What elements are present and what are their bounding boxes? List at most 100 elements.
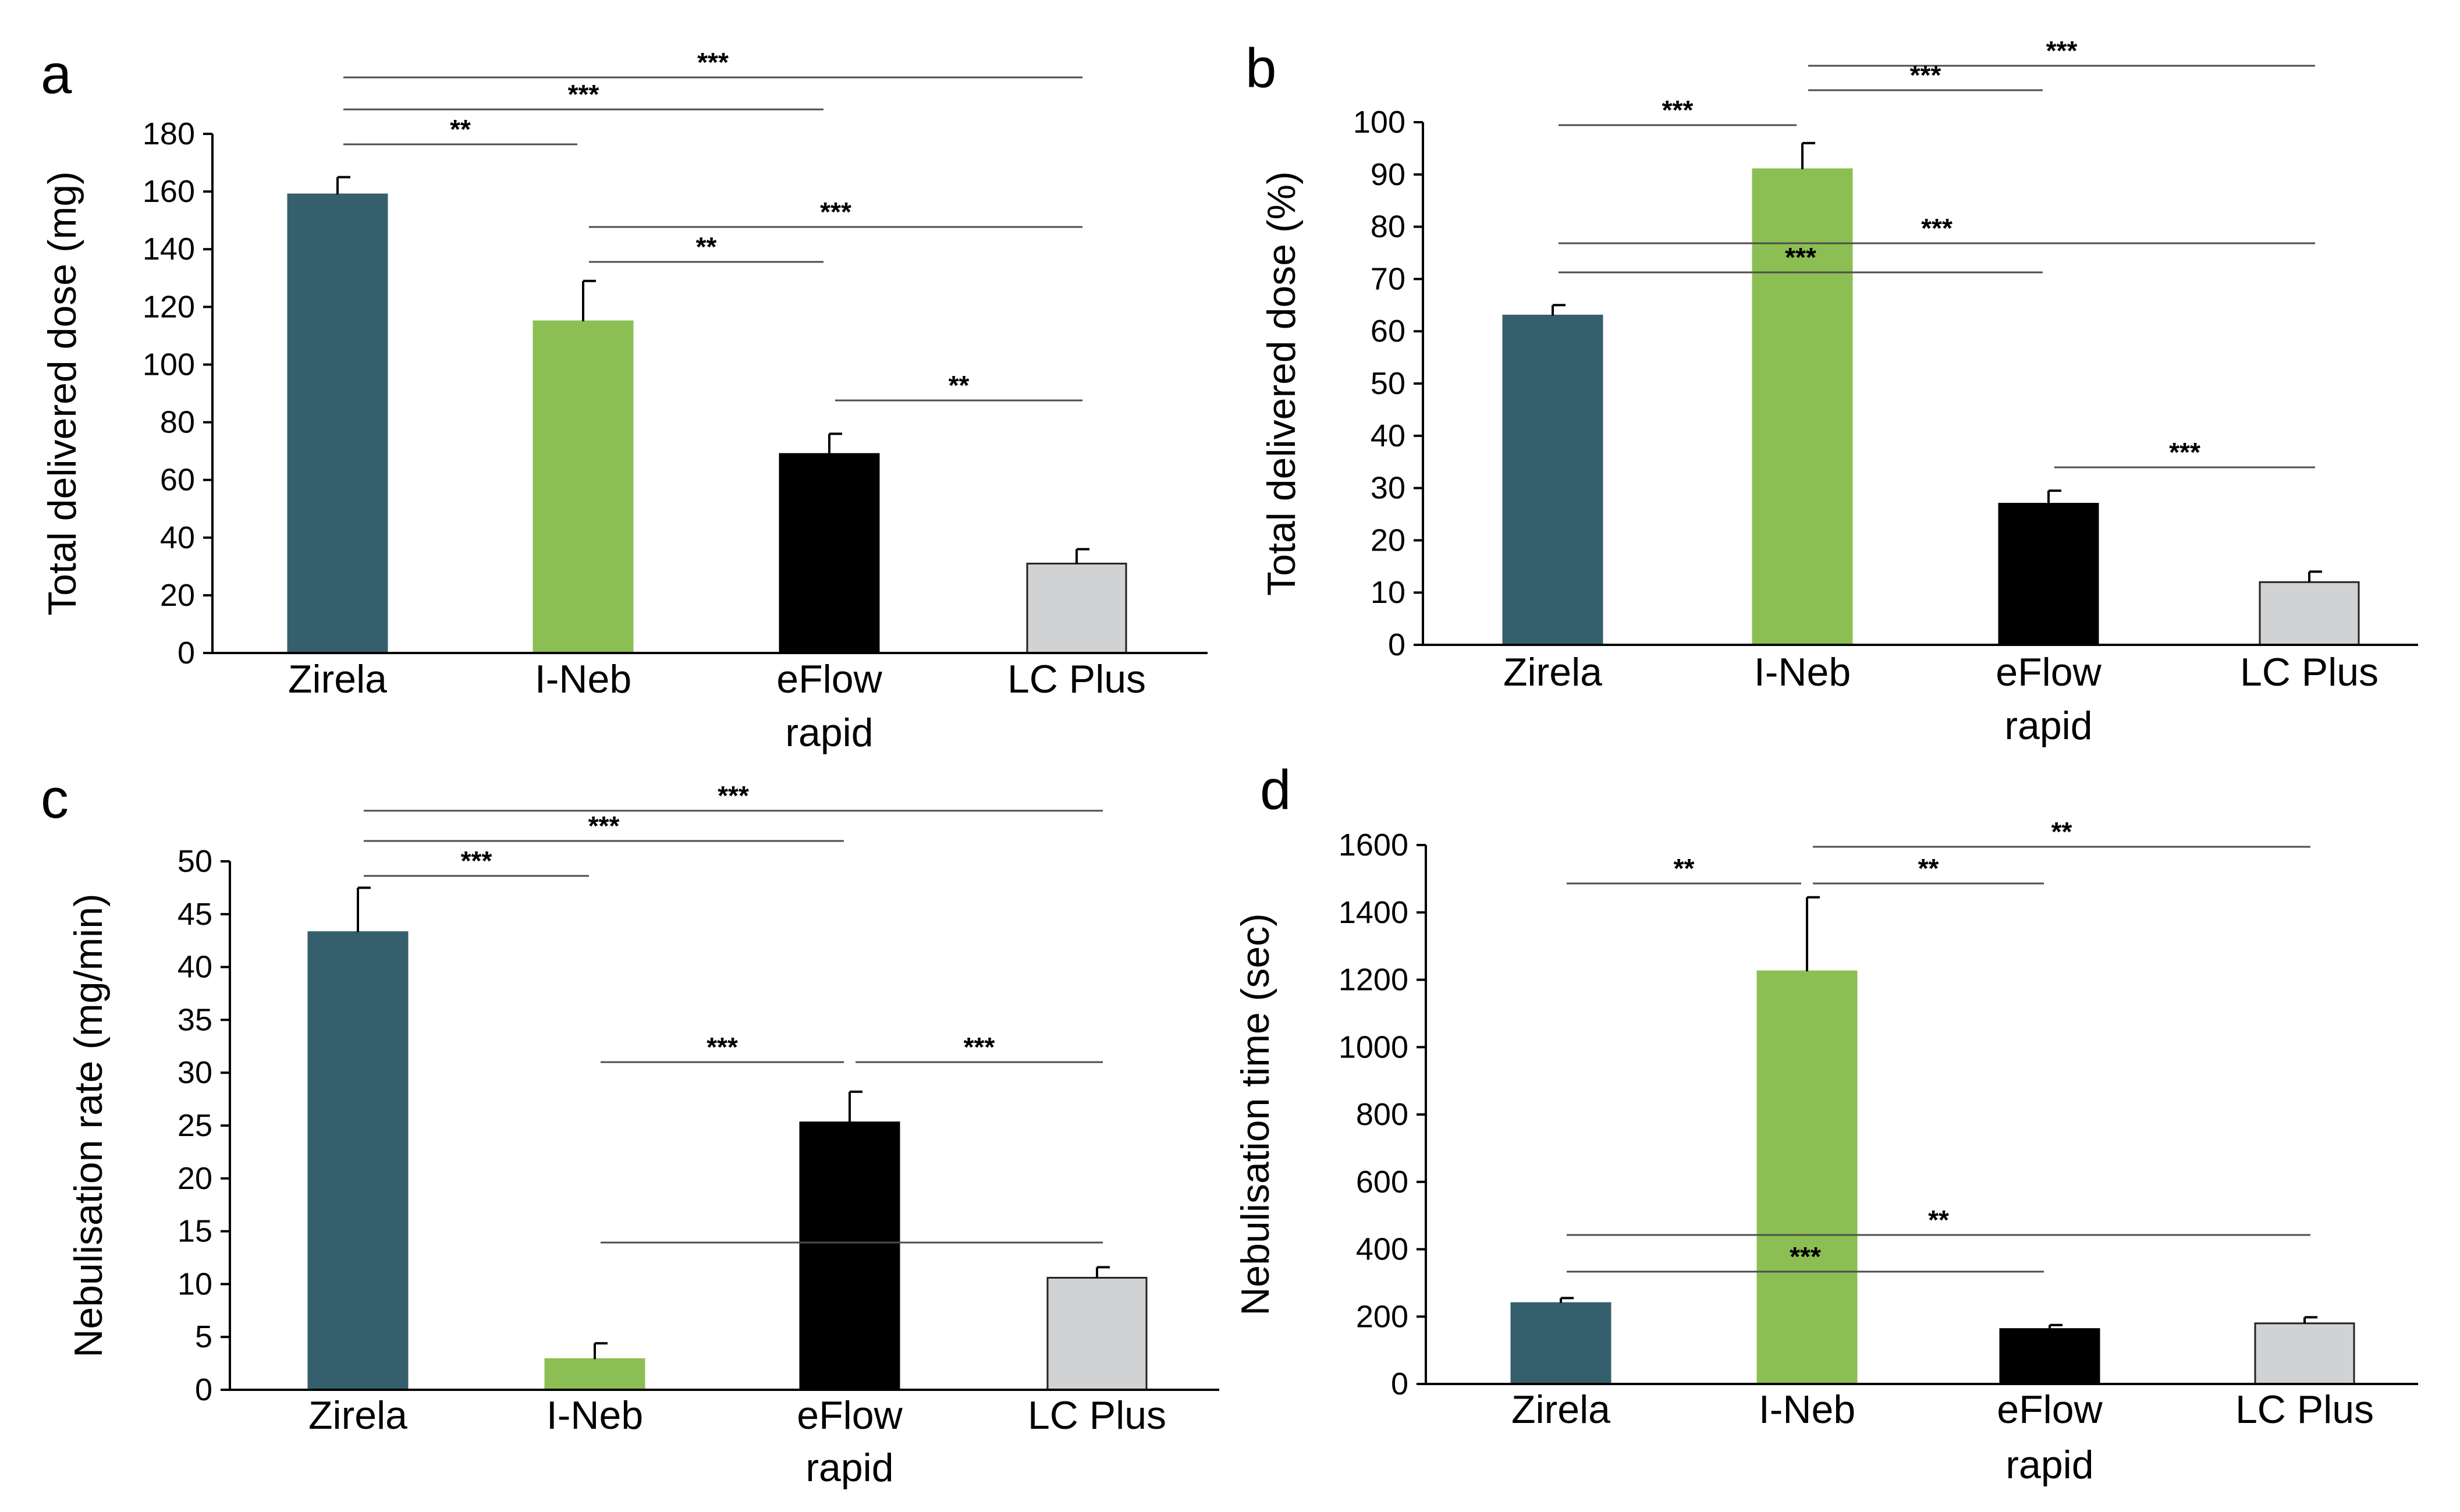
significance-label: ** (1674, 853, 1695, 883)
y-tick-label: 140 (143, 232, 195, 267)
significance-label: *** (1910, 60, 1941, 90)
y-tick-label: 200 (1356, 1299, 1408, 1334)
y-tick-label: 50 (1371, 366, 1405, 401)
panel-letter: b (1245, 37, 1276, 100)
y-tick-label: 800 (1356, 1097, 1408, 1132)
significance-label: *** (707, 1032, 738, 1062)
significance-label: ** (1918, 853, 1939, 883)
y-tick-label: 40 (160, 520, 195, 555)
chart-panel-c: c Nebulisation rate (mg/min) 0 5 10 15 20 25 30 3… (41, 768, 1219, 1490)
y-tick-label: 1400 (1339, 895, 1408, 930)
bar-i-neb (1752, 168, 1853, 646)
category-label: I-Neb (1759, 1387, 1855, 1432)
category-label: rapid (2004, 704, 2092, 748)
significance-label: *** (964, 1032, 995, 1062)
y-tick-label: 80 (1371, 210, 1405, 244)
bar-i-neb (533, 320, 634, 654)
y-tick-label: 5 (195, 1319, 212, 1354)
y-tick-label: 1600 (1339, 828, 1408, 863)
significance-label: *** (1662, 95, 1694, 125)
significance-label: *** (588, 811, 620, 841)
chart-panel-a: a Total delivered dose (mg) 0 20 40 60 80 100 12… (40, 43, 1208, 755)
y-tick-label: 20 (1371, 523, 1405, 558)
y-tick-label: 180 (143, 116, 195, 151)
y-axis-label: Nebulisation rate (mg/min) (66, 893, 111, 1357)
y-tick-label: 10 (178, 1266, 212, 1301)
significance-label: *** (2046, 36, 2078, 66)
bar-eflow-rapid (799, 1121, 900, 1391)
significance-label: *** (568, 79, 599, 109)
y-tick-label: 45 (178, 897, 212, 932)
panel-letter: a (41, 43, 72, 105)
category-label: LC Plus (2235, 1387, 2374, 1432)
y-tick-label: 40 (178, 950, 212, 985)
significance-label: *** (820, 197, 851, 227)
y-tick-label: 15 (178, 1214, 212, 1249)
panel-letter: c (41, 768, 69, 830)
category-label: I-Neb (546, 1393, 643, 1438)
chart-panel-b: b Total delivered dose (%) 0 10 20 30 40 50 60 70… (1245, 36, 2418, 748)
y-tick-label: 50 (178, 844, 212, 879)
bar-lc-plus (2254, 1322, 2355, 1385)
significance-label: *** (1785, 242, 1816, 272)
panel-letter: d (1260, 759, 1291, 821)
category-label: eFlow (797, 1393, 903, 1438)
y-tick-label: 60 (1371, 314, 1405, 349)
significance-label: *** (697, 47, 729, 77)
category-label: Zirela (1503, 650, 1602, 694)
y-tick-label: 1000 (1339, 1030, 1408, 1064)
y-tick-label: 90 (1371, 157, 1405, 192)
bar-eflow-rapid (779, 453, 880, 654)
bar-eflow-rapid (1999, 1328, 2100, 1385)
category-label: rapid (805, 1446, 893, 1490)
category-label: I-Neb (1754, 650, 1851, 694)
significance-label: ** (949, 370, 970, 400)
y-tick-label: 80 (160, 405, 195, 440)
category-label: eFlow (1997, 1387, 2103, 1432)
y-tick-label: 0 (195, 1372, 212, 1407)
y-tick-label: 35 (178, 1002, 212, 1037)
bar-lc-plus (1046, 1277, 1148, 1391)
y-tick-label: 40 (1371, 418, 1405, 453)
category-label: LC Plus (2240, 650, 2379, 694)
significance-label: *** (1790, 1241, 1821, 1272)
chart-panel-d: d Nebulisation time (sec) 0 200 400 600 800 100… (1233, 759, 2418, 1487)
category-label: Zirela (1511, 1387, 1610, 1432)
y-tick-label: 120 (143, 289, 195, 324)
bar-zirela (1510, 1302, 1611, 1385)
category-label: rapid (785, 711, 873, 755)
y-tick-label: 25 (178, 1108, 212, 1143)
bar-zirela (287, 193, 388, 654)
y-tick-label: 20 (160, 578, 195, 613)
category-label: eFlow (1996, 650, 2102, 694)
bar-lc-plus (1026, 562, 1127, 654)
y-axis-label: Nebulisation time (sec) (1233, 913, 1277, 1316)
y-tick-label: 100 (143, 347, 195, 382)
y-tick-label: 10 (1371, 575, 1405, 610)
significance-label: ** (2051, 817, 2072, 847)
category-label: Zirela (288, 657, 387, 701)
y-tick-label: 0 (1388, 627, 1405, 662)
significance-label: *** (836, 1212, 868, 1243)
significance-label: *** (718, 780, 749, 811)
bar-eflow-rapid (1998, 503, 2099, 646)
bar-i-neb (1756, 970, 1858, 1385)
y-tick-label: 1200 (1339, 963, 1408, 998)
category-label: Zirela (308, 1393, 407, 1438)
y-tick-label: 400 (1356, 1232, 1408, 1267)
y-tick-label: 30 (178, 1055, 212, 1090)
significance-label: ** (1928, 1205, 1949, 1235)
category-label: LC Plus (1028, 1393, 1166, 1438)
bar-i-neb (544, 1358, 645, 1391)
significance-label: *** (461, 846, 492, 876)
category-label: I-Neb (535, 657, 631, 701)
y-tick-label: 160 (143, 174, 195, 209)
y-tick-label: 30 (1371, 471, 1405, 506)
category-label: eFlow (776, 657, 882, 701)
category-label: LC Plus (1007, 657, 1146, 701)
y-tick-label: 20 (178, 1161, 212, 1196)
y-tick-label: 0 (1391, 1367, 1408, 1401)
significance-label: ** (450, 114, 471, 144)
category-label: rapid (2005, 1443, 2093, 1487)
y-tick-label: 600 (1356, 1165, 1408, 1199)
